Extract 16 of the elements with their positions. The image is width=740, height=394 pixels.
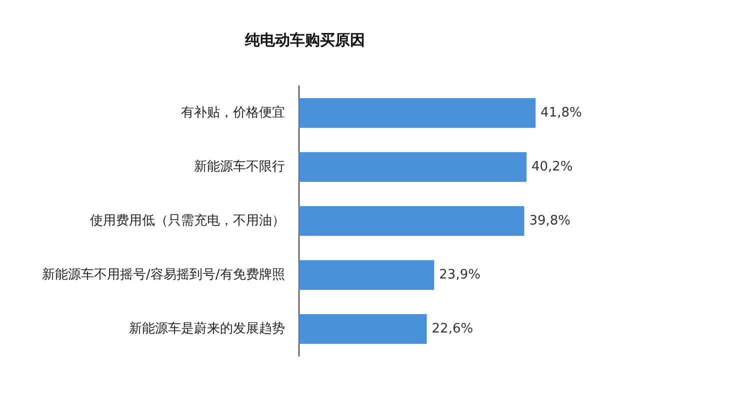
data-label: 22,6%: [432, 321, 474, 336]
bar: [298, 152, 526, 182]
bar: [298, 98, 536, 128]
bar: [298, 260, 434, 290]
y-tick-label: 有补贴，价格便宜: [180, 104, 285, 120]
bar: [298, 314, 427, 344]
bar: [298, 206, 524, 236]
y-tick-label: 新能源车不限行: [194, 159, 285, 174]
data-label: 39,8%: [529, 213, 571, 228]
chart-title: 纯电动车购买原因: [244, 30, 365, 49]
y-tick-label: 新能源车不用摇号/容易摇到号/有免费牌照: [42, 266, 285, 282]
data-label: 41,8%: [540, 105, 582, 120]
y-tick-label: 新能源车是蔚来的发展趋势: [128, 321, 285, 336]
data-label: 23,9%: [439, 267, 480, 282]
y-tick-label: 使用费用低（只需充电，不用油）: [90, 213, 285, 228]
data-label: 40,2%: [531, 159, 573, 174]
